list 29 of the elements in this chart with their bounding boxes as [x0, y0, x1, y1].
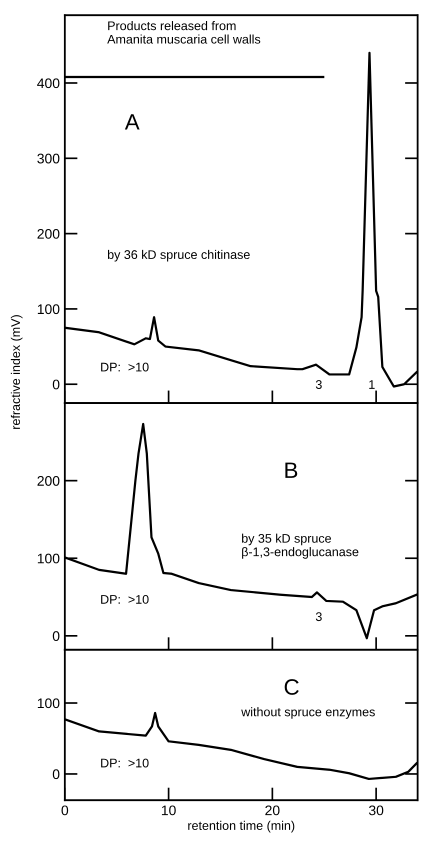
annotation: DP: >10: [101, 362, 149, 372]
annotation: 3: [316, 380, 322, 389]
annotation: 1: [369, 380, 375, 389]
x-tick-label: 20: [265, 805, 280, 816]
y-tick-label: 200: [38, 476, 60, 486]
annotation: C: [284, 679, 299, 695]
y-tick-label: 100: [38, 698, 60, 708]
y-tick-label: 100: [38, 554, 60, 564]
x-tick-label: 30: [368, 805, 384, 816]
annotation: without spruce enzymes: [241, 707, 375, 719]
text: Products released from Amanita muscaria cell walls: [107, 21, 260, 44]
annotation: B: [285, 462, 298, 478]
annotation: by 35 kD spruce β-1,3-endoglucanase: [242, 534, 358, 559]
y-tick-label: 100: [38, 304, 60, 314]
x-tick-label: 0: [62, 805, 68, 816]
y-tick-label: 200: [38, 228, 60, 239]
annotation: DP: >10: [101, 594, 149, 604]
y-tick-label: 0: [52, 380, 60, 390]
x-axis-title: retention time (min): [188, 820, 294, 832]
y-tick-label: 0: [52, 631, 60, 642]
annotation: by 36 kD spruce chitinase: [108, 250, 250, 262]
annotation: DP: >10: [101, 758, 149, 768]
y-tick-label: 0: [52, 769, 60, 780]
x-tick-label: 10: [162, 805, 176, 816]
y-axis-title: refractive index (mV): [10, 315, 22, 429]
annotation: 3: [316, 612, 322, 622]
y-tick-label: 400: [37, 78, 60, 88]
annotation: A: [124, 114, 140, 130]
y-tick-label: 300: [37, 154, 60, 164]
